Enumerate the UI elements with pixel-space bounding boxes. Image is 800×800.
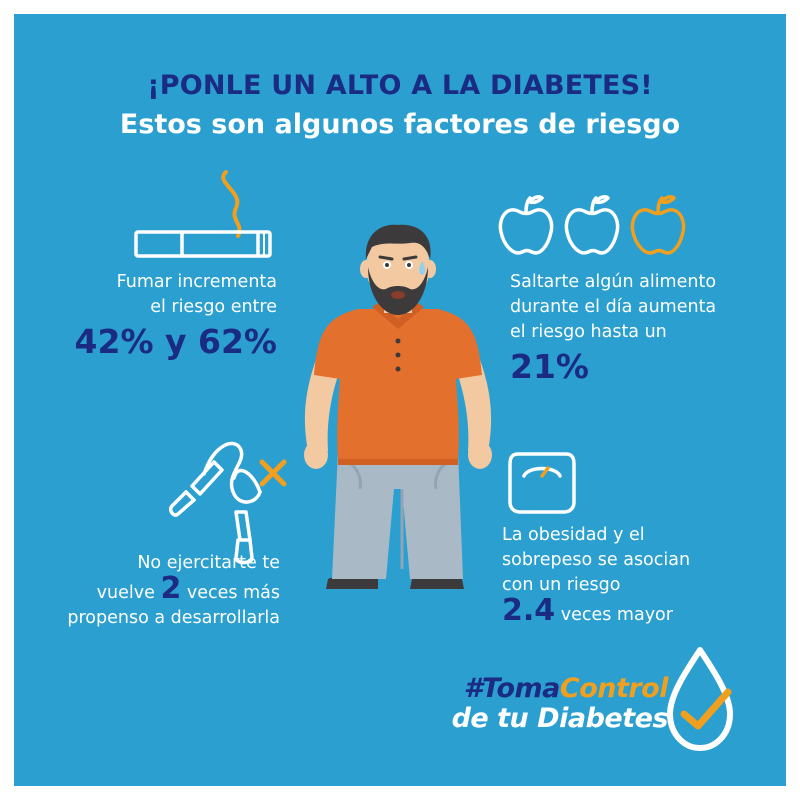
skip-meal-value: 21%: [510, 347, 589, 386]
smoking-fact: Fumar incrementa el riesgo entre 42% y 6…: [54, 270, 277, 362]
skip-meal-line1: Saltarte algún alimento: [510, 272, 717, 292]
brand-hash: #Toma: [463, 673, 561, 704]
skip-meal-line2: durante el día aumenta: [510, 297, 717, 317]
smoking-line2: el riesgo entre: [150, 297, 277, 317]
apple-icon: [498, 195, 686, 255]
jump-rope-icon: [168, 441, 287, 565]
smoking-line1: Fumar incrementa: [116, 272, 277, 292]
no-exercise-fact: No ejercitarte te vuelve 2 veces más pro…: [34, 551, 280, 631]
skip-meal-fact: Saltarte algún alimento durante el día a…: [510, 270, 780, 387]
infographic-card: ¡PONLE UN ALTO A LA DIABETES! Estos son …: [14, 14, 786, 786]
brand-logo: #TomaControl de tu Diabetes: [451, 673, 669, 734]
scale-icon: [508, 452, 576, 514]
obesity-line3: con un riesgo: [502, 575, 621, 595]
no-exercise-pre: vuelve: [96, 583, 155, 603]
man-illustration: [304, 224, 492, 589]
skip-meal-line3: el riesgo hasta un: [510, 322, 667, 342]
obesity-post: veces mayor: [560, 605, 673, 625]
obesity-line4: 2.4 veces mayor: [502, 596, 772, 628]
brand-line1: #TomaControl: [452, 673, 669, 704]
cigarette-icon: [134, 170, 272, 258]
obesity-line1: La obesidad y el: [502, 525, 645, 545]
obesity-line2: sobrepeso se asocian: [502, 550, 691, 570]
brand-line2: de tu Diabetes: [451, 703, 669, 734]
drop-check-icon: [667, 647, 733, 751]
smoking-value: 42% y 62%: [74, 322, 277, 361]
page-title: ¡PONLE UN ALTO A LA DIABETES!: [147, 70, 653, 101]
obesity-fact: La obesidad y el sobrepeso se asocian co…: [502, 523, 772, 628]
no-exercise-post: veces más: [186, 583, 280, 603]
no-exercise-line2: vuelve 2 veces más: [34, 574, 280, 606]
obesity-value: 2.4: [502, 593, 556, 628]
no-exercise-line1: No ejercitarte te: [137, 553, 280, 573]
no-exercise-value: 2: [160, 571, 182, 606]
no-exercise-line3: propenso a desarrollarla: [67, 608, 280, 628]
page-subtitle: Estos son algunos factores de riesgo: [119, 109, 681, 140]
brand-control: Control: [559, 673, 669, 704]
